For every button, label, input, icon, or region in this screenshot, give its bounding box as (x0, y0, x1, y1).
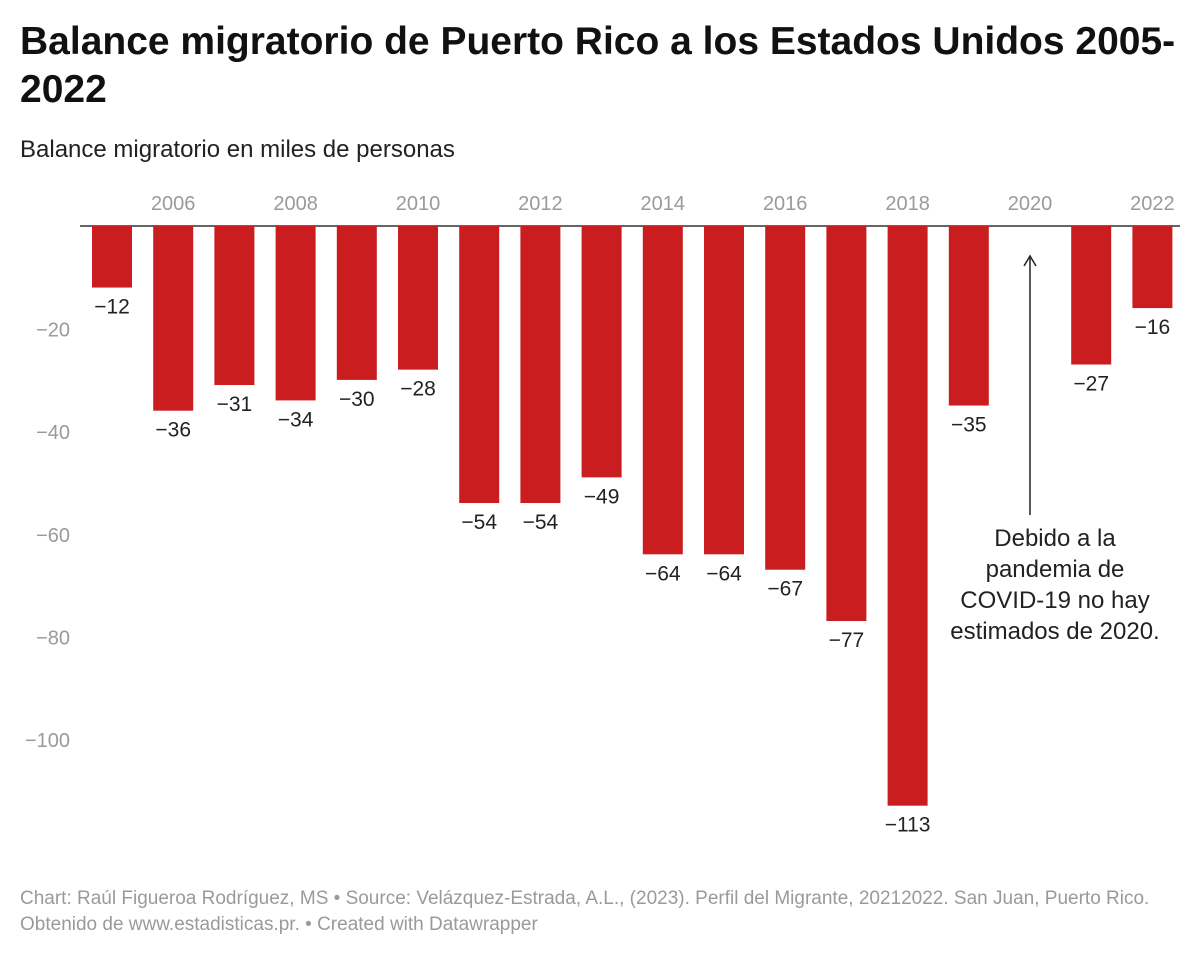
data-label: −67 (767, 578, 803, 601)
data-label: −16 (1135, 316, 1171, 339)
x-tick-label: 2012 (518, 193, 563, 215)
bar-2019 (948, 226, 989, 406)
x-tick-label: 2020 (1008, 193, 1053, 215)
bar-2005 (92, 226, 132, 288)
data-label: −31 (217, 393, 253, 416)
y-tick-label: −20 (36, 320, 70, 342)
data-label: −54 (461, 511, 497, 534)
chart-title: Balance migratorio de Puerto Rico a los … (20, 20, 1176, 111)
bar-2009 (336, 226, 377, 380)
annotation-text: COVID-19 no hay (960, 587, 1149, 614)
x-tick-label: 2018 (885, 193, 930, 215)
bar-chart: −20 −40 −60 −80 −100 2006 2008 2010 2012 2014 2016… (25, 193, 1180, 837)
data-label: −30 (339, 388, 375, 411)
bar-2008 (275, 226, 316, 401)
annotation-text: Debido a la (994, 525, 1116, 552)
x-tick-label: 2008 (273, 193, 318, 215)
data-label: −36 (155, 419, 191, 442)
y-tick-label: −80 (36, 627, 70, 649)
data-label: −12 (94, 296, 130, 319)
x-tick-label: 2014 (641, 193, 686, 215)
data-label: −113 (885, 814, 931, 837)
bar-2014 (642, 226, 683, 555)
bar-2010 (398, 226, 438, 370)
x-tick-label: 2006 (151, 193, 196, 215)
chart-footer: Chart: Raúl Figueroa Rodríguez, MS • Sou… (20, 888, 1150, 935)
bar-2022 (1132, 226, 1173, 309)
data-label: −54 (523, 511, 559, 534)
bar-2018 (887, 226, 928, 806)
data-label: −28 (400, 378, 436, 401)
bar-2013 (581, 226, 622, 478)
annotation-arrowhead-icon (1023, 254, 1037, 267)
bar-2006 (153, 226, 194, 411)
x-tick-label: 2016 (763, 193, 808, 215)
annotation-text: estimados de 2020. (950, 618, 1159, 645)
bar-2021 (1071, 226, 1112, 365)
data-label: −34 (278, 408, 314, 431)
y-tick-label: −40 (36, 422, 70, 444)
data-label: −64 (645, 562, 681, 585)
y-tick-label: −100 (25, 730, 70, 752)
annotation-text: pandemia de (986, 556, 1125, 583)
bar-2007 (214, 226, 255, 386)
bar-2012 (520, 226, 561, 504)
bar-2011 (459, 226, 500, 504)
bar-2017 (826, 226, 867, 622)
data-label: −77 (829, 629, 865, 652)
data-label: −49 (584, 485, 620, 508)
x-tick-label: 2010 (396, 193, 441, 215)
x-tick-label: 2022 (1130, 193, 1175, 215)
data-label: −27 (1073, 373, 1109, 396)
bar-2015 (704, 226, 744, 555)
bar-2016 (765, 226, 806, 570)
y-tick-label: −60 (36, 525, 70, 547)
data-label: −64 (706, 562, 742, 585)
data-label: −35 (951, 414, 987, 437)
chart-subtitle: Balance migratorio en miles de personas (20, 136, 455, 163)
